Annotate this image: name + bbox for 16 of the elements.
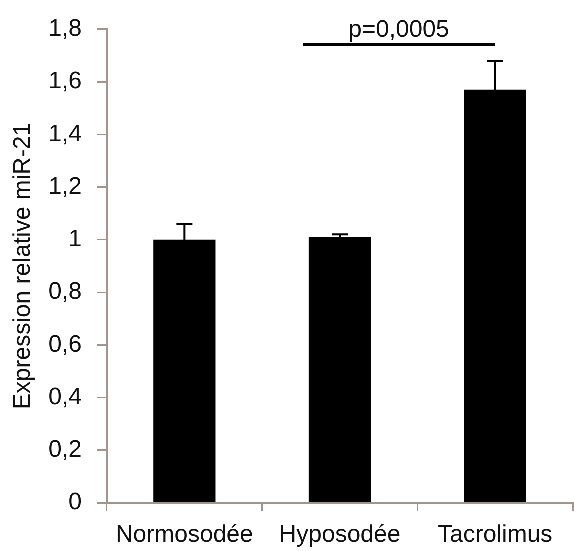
y-tick-label: 0,8 (48, 278, 82, 306)
y-tick-label: 1,6 (48, 68, 82, 95)
y-axis-title: Expression relative miR-21 (9, 122, 36, 410)
x-tick-label: Hyposodée (279, 521, 401, 548)
x-tick-label: Normosodée (116, 521, 254, 548)
x-tick-label: Tacrolimus (438, 521, 553, 548)
y-tick-label: 1,2 (48, 172, 82, 200)
bar (308, 237, 372, 502)
y-tick-label: 0,2 (48, 436, 82, 464)
y-tick-label: 1 (68, 226, 82, 253)
annotation: p=0,0005 (348, 16, 450, 44)
y-tick-label: 0,4 (48, 383, 82, 410)
y-tick-label: 0,6 (48, 330, 82, 358)
y-tick-label: 0 (68, 488, 82, 516)
y-tick-label: 1,8 (48, 15, 82, 42)
y-tick-label: 1,4 (48, 120, 82, 148)
